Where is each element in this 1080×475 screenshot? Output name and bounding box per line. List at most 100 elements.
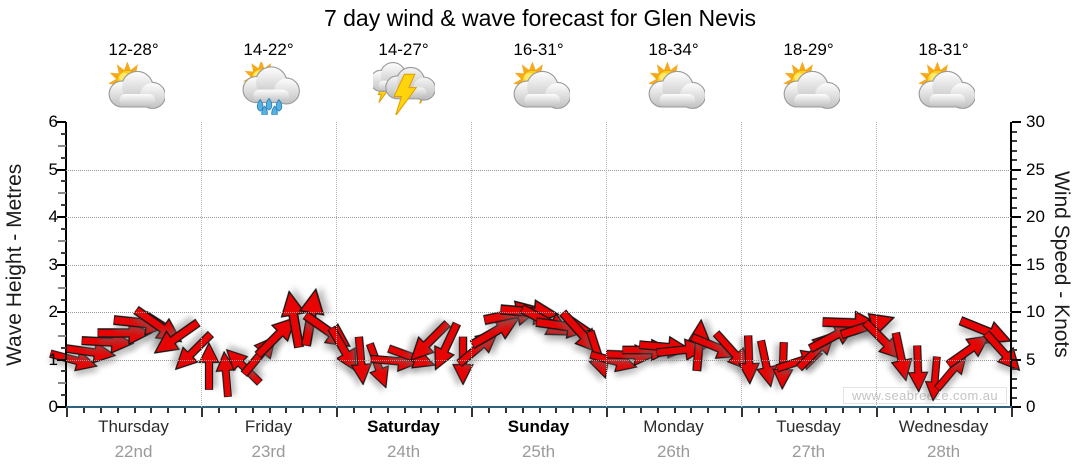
horizontal-gridline — [66, 169, 1011, 171]
wind-arrow — [466, 306, 527, 357]
left-tick-label: 4 — [48, 207, 58, 226]
left-minor-tick — [61, 156, 66, 159]
bottom-tick — [82, 408, 85, 413]
right-minor-tick — [1012, 292, 1017, 294]
bottom-tick — [977, 408, 980, 413]
left-tick-label: 3 — [48, 254, 58, 274]
day-boundary-gridline — [876, 122, 877, 407]
day-boundary-gridline — [336, 122, 337, 407]
bottom-tick — [724, 408, 727, 413]
temperature-range: 18-29° — [783, 40, 834, 59]
bottom-tick — [622, 408, 625, 413]
right-minor-tick — [1012, 320, 1017, 323]
right-tick-label: 5 — [1026, 349, 1036, 369]
day-date: 23rd — [251, 442, 286, 461]
bottom-tick — [234, 408, 237, 413]
bottom-tick — [504, 408, 507, 413]
left-tick-label: 0 — [48, 397, 58, 416]
bottom-tick — [167, 408, 170, 413]
right-minor-tick — [1012, 396, 1017, 399]
right-tick-label: 0 — [1026, 397, 1036, 416]
left-minor-tick — [61, 322, 66, 325]
day-date: 25th — [521, 442, 556, 461]
bottom-tick — [757, 408, 760, 413]
right-tick-label: 15 — [1026, 254, 1045, 274]
bottom-tick — [336, 408, 338, 417]
right-minor-tick — [1012, 235, 1017, 237]
day-boundary-gridline — [201, 122, 202, 407]
bottom-tick — [319, 408, 322, 413]
right-minor-tick — [1012, 282, 1017, 285]
wind-arrow — [737, 334, 762, 385]
bottom-tick — [639, 408, 642, 413]
bottom-tick — [741, 408, 743, 417]
partly-cloudy-icon — [782, 61, 841, 109]
bottom-tick — [707, 408, 710, 413]
right-minor-tick — [1012, 197, 1017, 199]
bottom-tick — [471, 408, 473, 417]
bottom-tick — [791, 408, 794, 413]
left-major-tick — [57, 168, 66, 171]
left-minor-tick — [61, 251, 66, 254]
right-minor-tick — [1012, 349, 1017, 351]
wind-arrow — [359, 340, 397, 393]
right-major-tick — [1012, 216, 1021, 218]
left-minor-tick — [61, 394, 66, 397]
right-tick-label: 20 — [1026, 207, 1045, 226]
bottom-tick — [994, 408, 997, 413]
right-minor-tick — [1012, 178, 1017, 180]
right-axis-label: Wind Speed - Knots — [1050, 171, 1073, 358]
day-boundary-gridline — [471, 122, 472, 407]
bottom-axis-line — [65, 406, 1012, 408]
partly-cloudy-icon — [107, 61, 166, 109]
weather-icon — [606, 61, 741, 120]
bottom-tick — [926, 408, 929, 413]
left-minor-tick — [61, 299, 66, 302]
bottom-tick — [116, 408, 119, 413]
day-name-tuesday: Tuesday — [776, 417, 841, 436]
right-major-tick — [1012, 168, 1021, 171]
bottom-tick — [352, 408, 355, 413]
left-tick-label: 2 — [48, 302, 58, 321]
bottom-tick — [217, 408, 220, 413]
left-minor-tick — [61, 204, 66, 207]
bottom-tick — [251, 408, 254, 413]
day-name-wednesday: Wednesday — [898, 417, 989, 436]
bottom-tick — [521, 408, 524, 413]
bottom-tick — [150, 408, 153, 413]
right-minor-tick — [1012, 244, 1017, 247]
partly-cloudy-icon — [647, 61, 706, 109]
left-tick-label: 1 — [48, 349, 58, 369]
right-axis-line — [1010, 122, 1012, 408]
bottom-tick — [133, 408, 136, 413]
wind-arrow — [198, 341, 221, 391]
left-major-tick — [57, 121, 66, 123]
thunderstorm-icon — [369, 62, 436, 117]
bottom-tick — [285, 408, 288, 413]
temperature-range: 14-22° — [243, 40, 294, 59]
right-minor-tick — [1012, 140, 1017, 142]
partly-cloudy-icon — [512, 61, 571, 109]
right-minor-tick — [1012, 149, 1017, 152]
temperature-range: 18-34° — [648, 40, 699, 59]
day-name-friday: Friday — [244, 417, 293, 436]
right-minor-tick — [1012, 206, 1017, 209]
bottom-tick — [825, 408, 828, 413]
left-major-tick — [57, 406, 66, 408]
bottom-tick — [487, 408, 490, 413]
day-date: 24th — [386, 442, 421, 461]
right-minor-tick — [1012, 387, 1017, 389]
bottom-tick — [774, 408, 777, 413]
horizontal-gridline — [66, 312, 1011, 313]
left-minor-tick — [61, 370, 66, 373]
bottom-tick — [690, 408, 693, 413]
weather-icon — [471, 61, 606, 120]
left-tick-label: 6 — [48, 112, 58, 131]
bottom-tick — [538, 408, 541, 413]
day-name-saturday: Saturday — [367, 417, 440, 436]
horizontal-gridline — [66, 264, 1011, 266]
right-minor-tick — [1012, 330, 1017, 332]
day-date: 27th — [791, 442, 826, 461]
temperature-range: 18-31° — [918, 40, 969, 59]
bottom-tick — [656, 408, 659, 413]
